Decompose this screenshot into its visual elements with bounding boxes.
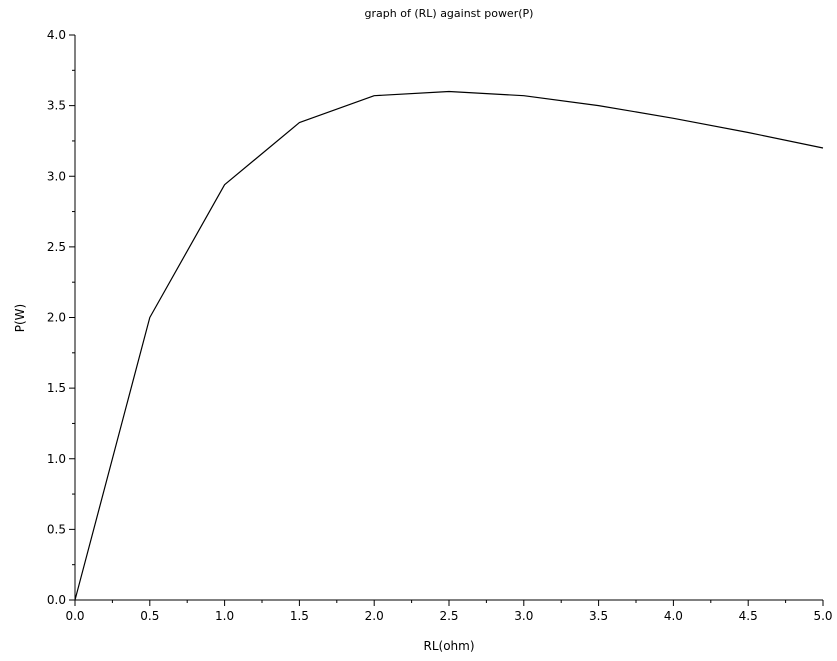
y-tick-label: 1.0 <box>47 452 66 466</box>
x-tick-label: 2.5 <box>439 609 458 623</box>
series-line <box>74 90 824 601</box>
chart-title: graph of (RL) against power(P) <box>365 7 534 20</box>
y-axis-label: P(W) <box>13 304 27 332</box>
y-tick-label: 4.0 <box>47 28 66 42</box>
tick-labels: 0.0 0.5 1.0 1.5 2.0 2.5 3.0 3.5 4.0 4.5 5.0 0.0 0.5 1… <box>47 28 833 623</box>
x-tick-label: 5.0 <box>813 609 832 623</box>
y-tick-label: 3.0 <box>47 169 66 183</box>
series-lines <box>74 90 824 601</box>
x-tick-label: 2.0 <box>365 609 384 623</box>
y-tick-label: 0.0 <box>47 593 66 607</box>
x-tick-label: 3.5 <box>589 609 608 623</box>
x-axis-label: RL(ohm) <box>423 639 474 653</box>
y-tick-label: 1.5 <box>47 381 66 395</box>
y-tick-label: 3.5 <box>47 99 66 113</box>
y-tick-label: 2.0 <box>47 311 66 325</box>
x-tick-label: 4.5 <box>739 609 758 623</box>
y-tick-label: 2.5 <box>47 240 66 254</box>
x-tick-label: 4.0 <box>664 609 683 623</box>
x-tick-label: 1.5 <box>290 609 309 623</box>
x-tick-label: 1.0 <box>215 609 234 623</box>
y-tick-label: 0.5 <box>47 522 66 536</box>
tick-marks <box>69 34 824 606</box>
x-tick-label: 0.0 <box>65 609 84 623</box>
x-tick-label: 3.0 <box>514 609 533 623</box>
x-tick-label: 0.5 <box>140 609 159 623</box>
axes <box>74 35 823 601</box>
